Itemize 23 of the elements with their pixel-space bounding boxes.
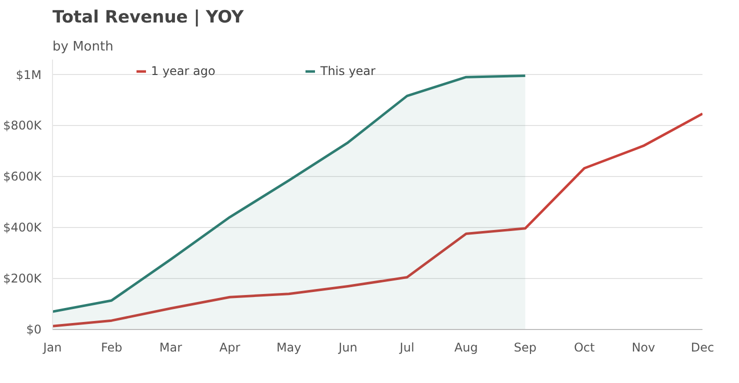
x-tick-label: Nov <box>632 340 656 354</box>
y-tick-label: $400K <box>3 220 43 235</box>
x-tick-label: Apr <box>219 340 240 354</box>
x-tick-label: May <box>276 340 302 354</box>
x-tick-label: Jul <box>398 340 414 354</box>
legend-label: This year <box>320 64 376 78</box>
legend-label: 1 year ago <box>151 64 216 78</box>
x-tick-label: Jan <box>42 340 62 354</box>
x-tick-label: Mar <box>159 340 182 354</box>
chart-subtitle: by Month <box>52 40 114 54</box>
y-tick-label: $200K <box>3 272 43 286</box>
line-series <box>52 112 702 328</box>
y-tick-label: $800K <box>3 118 43 133</box>
chart-title: Total Revenue | YOY <box>52 8 244 28</box>
x-tick-label: Dec <box>690 340 714 354</box>
y-tick-label: $1M <box>16 68 42 82</box>
x-tick-label: Feb <box>100 340 122 354</box>
x-tick-label: Oct <box>574 340 595 354</box>
x-tick-label: Sep <box>514 340 537 354</box>
y-tick-label: $600K <box>3 170 43 184</box>
x-tick-label: Jun <box>338 340 358 354</box>
y-tick-label: $0 <box>26 322 42 336</box>
x-tick-label: Aug <box>454 340 478 354</box>
